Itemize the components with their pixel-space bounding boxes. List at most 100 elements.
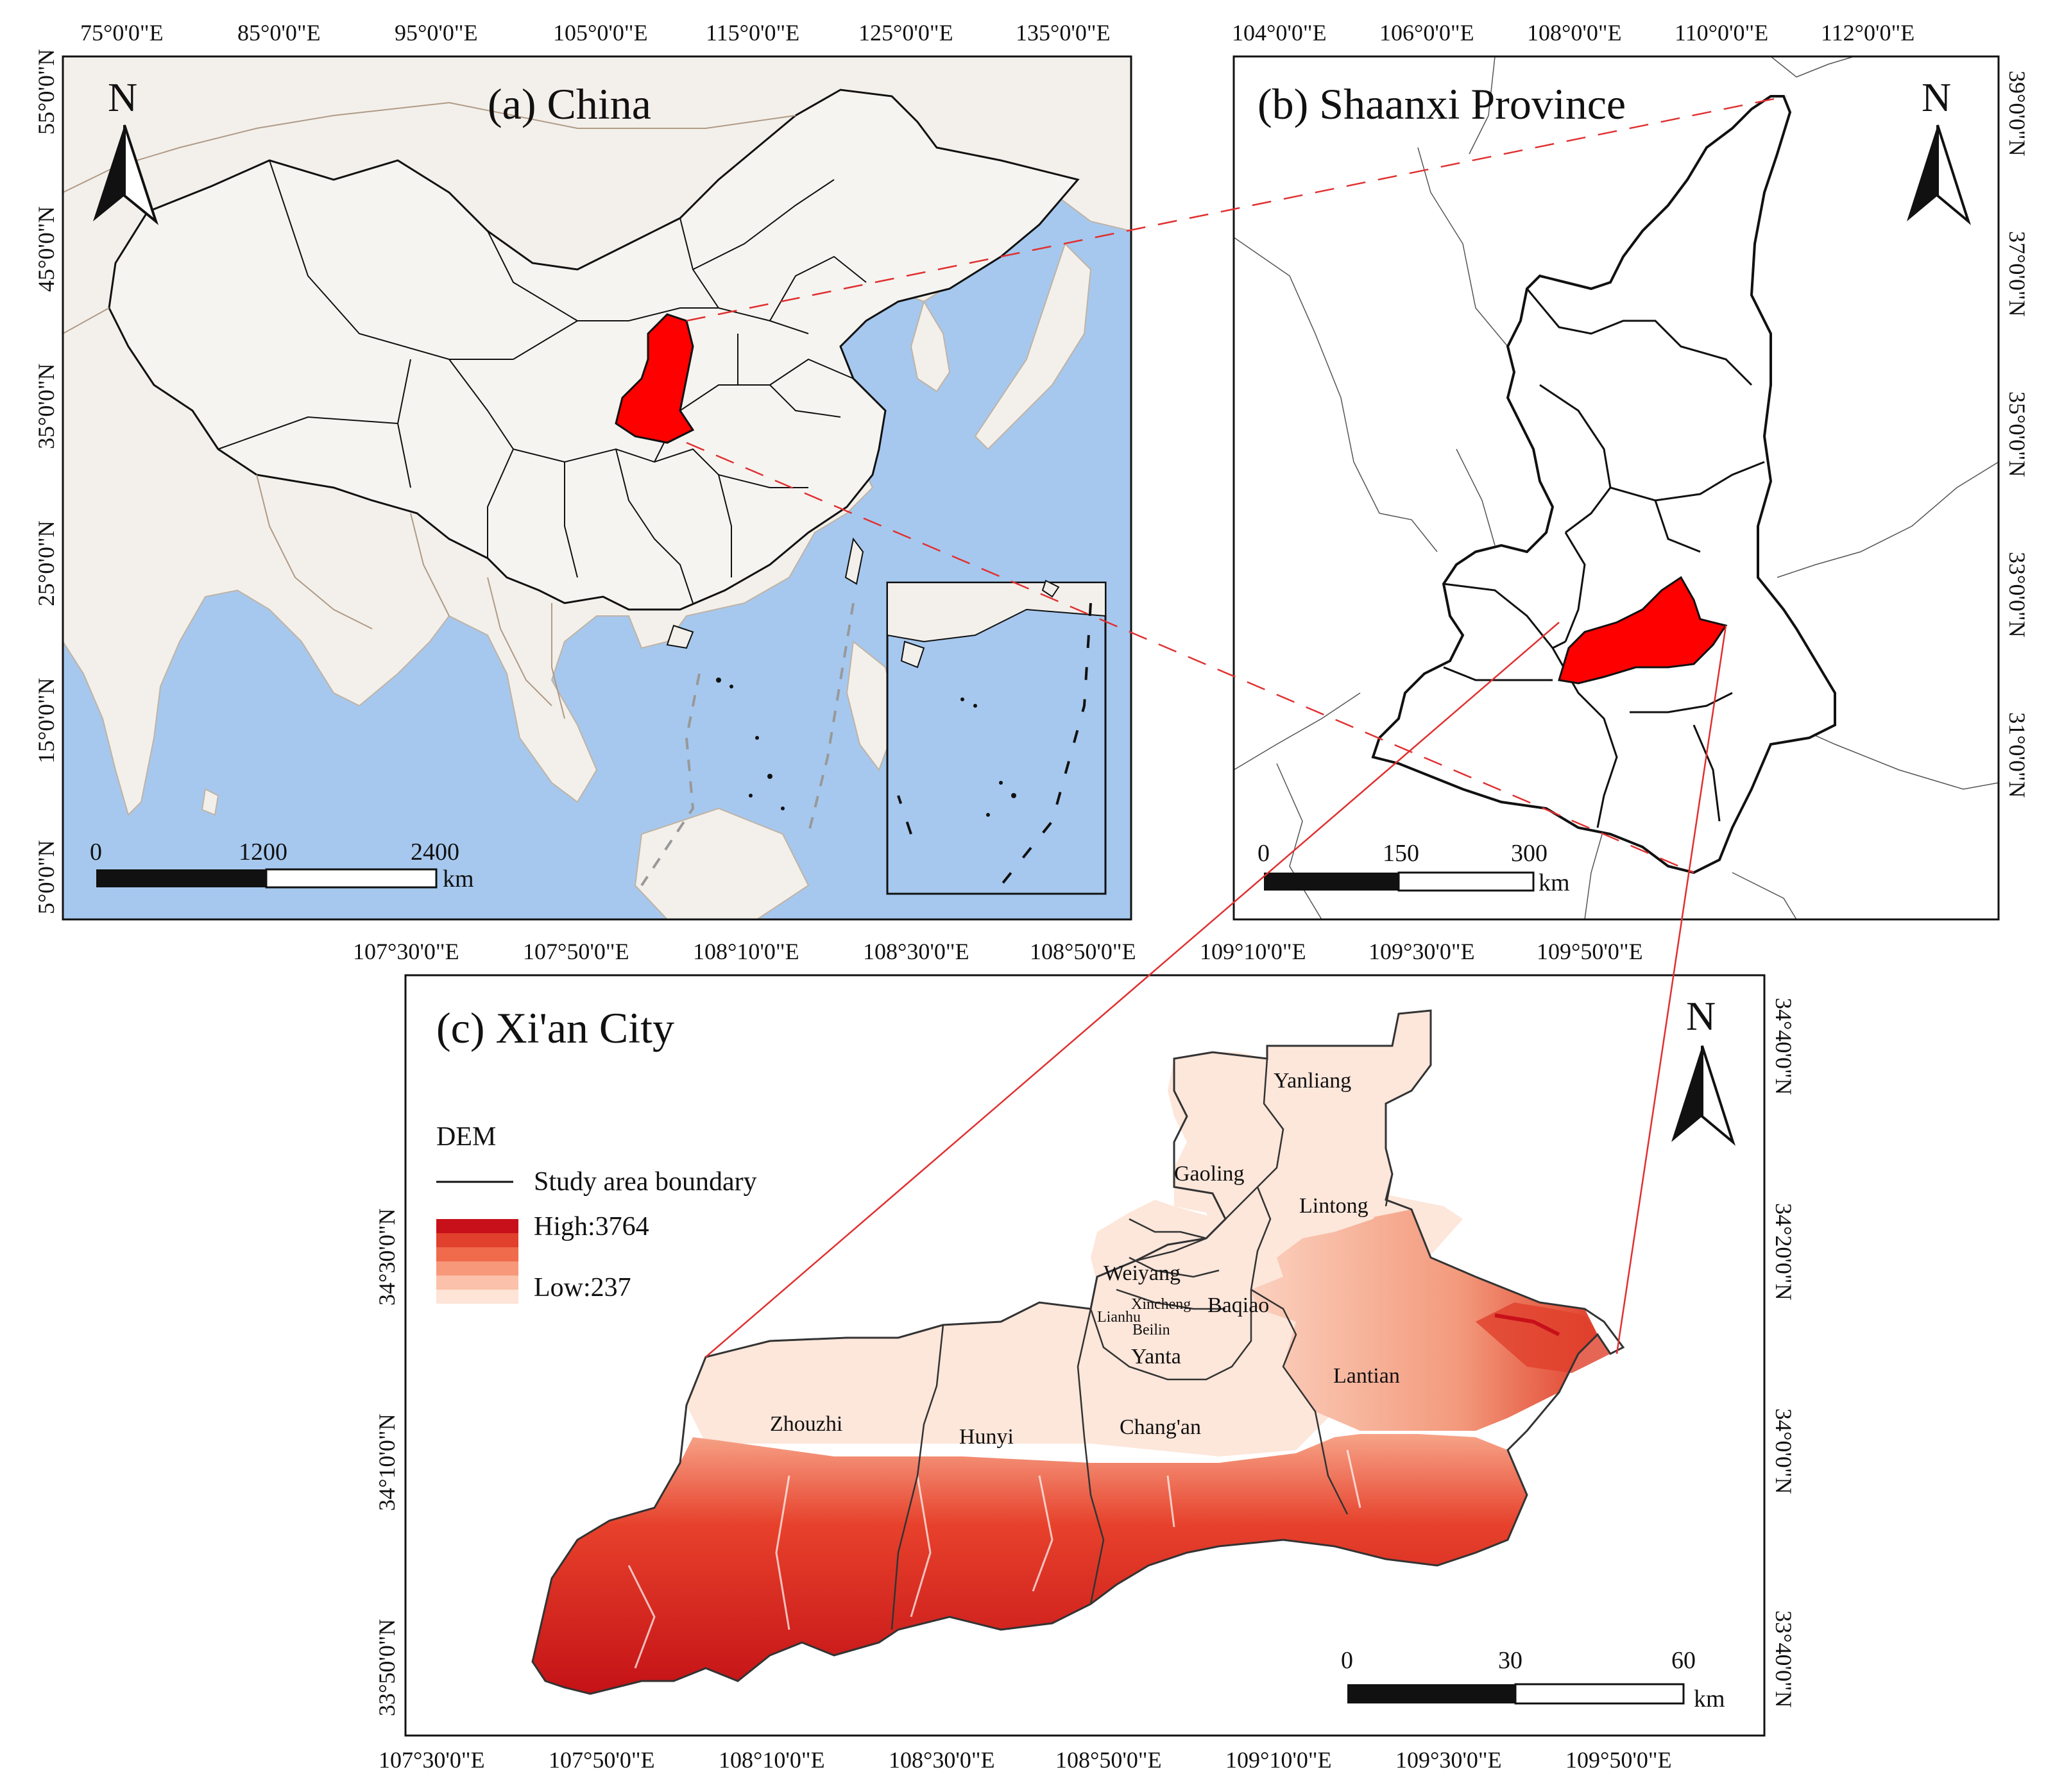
panel-c-lon-tick-top: 109°10'0"E	[1200, 939, 1306, 964]
county-label-lianhu: Lianhu	[1097, 1309, 1141, 1326]
panel-c-lon-tick-bottom: 107°50'0"E	[549, 1747, 655, 1773]
legend-ramp-4	[436, 1276, 518, 1290]
panel-c-lat-tick-left: 34°30'0"N	[374, 1208, 400, 1306]
panel-b-lat-ticks: 39°0'0"N 37°0'0"N 35°0'0"N 33°0'0"N 31°0…	[2004, 71, 2030, 798]
panel-c-lat-tick-left: 33°50'0"N	[374, 1619, 400, 1716]
svg-text:60: 60	[1671, 1647, 1696, 1674]
panel-c-lon-tick-top: 107°30'0"E	[353, 939, 459, 964]
panel-b-lon-tick: 104°0'0"E	[1232, 20, 1327, 46]
panel-c-lat-ticks-right: 34°40'0"N 34°20'0"N 34°0'0"N 33°40'0"N	[1771, 998, 1796, 1708]
panel-a-lon-tick: 95°0'0"E	[395, 20, 478, 46]
panel-c-title: (c) Xi'an City	[436, 1003, 674, 1052]
panel-c-lon-tick-top: 107°50'0"E	[523, 939, 629, 964]
panel-b-scale-bar: 0 150 300 km	[1258, 840, 1570, 896]
panel-a-north-arrow-icon: N	[93, 74, 159, 225]
panel-c-lon-tick-bottom: 108°30'0"E	[889, 1747, 995, 1773]
county-label-changan: Chang'an	[1120, 1415, 1201, 1439]
legend-ramp-3	[436, 1261, 518, 1276]
county-label-yanta: Yanta	[1131, 1345, 1181, 1369]
legend-low: Low:237	[534, 1273, 631, 1302]
panel-a-lat-tick: 15°0'0"N	[33, 678, 59, 764]
svg-text:N: N	[108, 74, 137, 120]
panel-a-lon-tick: 125°0'0"E	[858, 20, 953, 46]
panel-c-lon-ticks-top: 107°30'0"E 107°50'0"E 108°10'0"E 108°30'…	[353, 939, 1643, 964]
svg-text:0: 0	[1258, 840, 1270, 867]
svg-text:30: 30	[1498, 1647, 1522, 1674]
panel-c-lon-tick-bottom: 109°10'0"E	[1225, 1747, 1332, 1773]
panel-b-lon-tick: 110°0'0"E	[1675, 20, 1768, 46]
legend-ramp-5	[436, 1290, 518, 1304]
county-label-hunyi: Hunyi	[959, 1425, 1014, 1449]
panel-b-title: (b) Shaanxi Province	[1258, 80, 1626, 128]
connector-lines	[686, 95, 1787, 1358]
panel-a-lon-tick: 75°0'0"E	[80, 20, 164, 46]
panel-a-lat-tick: 5°0'0"N	[33, 840, 59, 914]
panel-c-north-arrow-icon: N	[1671, 993, 1735, 1146]
panel-a-shaanxi-highlight	[615, 313, 695, 444]
panel-b-lon-tick: 106°0'0"E	[1379, 20, 1474, 46]
dem-legend: DEM Study area boundary High:3764 Low:23…	[436, 1122, 757, 1304]
svg-text:300: 300	[1511, 840, 1548, 867]
panel-c-lat-ticks-left: 34°30'0"N 34°10'0"N 33°50'0"N	[374, 1208, 400, 1716]
panel-c-lon-tick-bottom: 109°30'0"E	[1395, 1747, 1502, 1773]
svg-text:N: N	[1922, 74, 1951, 120]
xian-qinling-mountains	[533, 1434, 1527, 1694]
panel-b-lat-tick: 33°0'0"N	[2004, 552, 2030, 638]
panel-a-lon-tick: 105°0'0"E	[553, 20, 648, 46]
panel-a-title: (a) China	[488, 80, 651, 128]
panel-b-lon-tick: 108°0'0"E	[1527, 20, 1622, 46]
panel-b-lat-tick: 35°0'0"N	[2004, 391, 2030, 477]
panel-c-lat-tick-right: 33°40'0"N	[1771, 1610, 1796, 1708]
xian-study-boundary	[531, 1009, 1625, 1695]
panel-c-scale-bar: 0 30 60 km	[1341, 1647, 1725, 1712]
legend-ramp-1	[436, 1233, 518, 1247]
panel-a-lat-tick: 55°0'0"N	[33, 49, 59, 135]
svg-text:km: km	[1694, 1685, 1725, 1712]
panel-c-xian: Yanliang Gaoling Lintong Weiyang Xinchen…	[353, 939, 1796, 1773]
panel-c-lat-tick-right: 34°40'0"N	[1771, 998, 1796, 1095]
panel-b-north-arrow-icon: N	[1907, 74, 1971, 225]
panel-b-shaanxi: (b) Shaanxi Province 104°0'0"E 106°0'0"E…	[1232, 20, 2030, 921]
panel-a-lat-tick: 35°0'0"N	[33, 363, 59, 449]
panel-a-lat-tick: 25°0'0"N	[33, 520, 59, 606]
county-label-lantian: Lantian	[1333, 1364, 1400, 1388]
county-label-weiyang: Weiyang	[1104, 1261, 1181, 1285]
panel-b-lat-tick: 31°0'0"N	[2004, 712, 2030, 798]
legend-ramp-2	[436, 1247, 518, 1261]
panel-a-lon-tick: 85°0'0"E	[237, 20, 321, 46]
panel-a-lon-tick: 135°0'0"E	[1016, 20, 1111, 46]
panel-c-lat-tick-right: 34°20'0"N	[1771, 1203, 1796, 1301]
county-label-lintong: Lintong	[1299, 1194, 1369, 1218]
panel-a-scale-bar: 0 1200 2400 km	[90, 839, 474, 892]
panel-a-lat-tick: 45°0'0"N	[33, 206, 59, 292]
panel-c-lon-ticks-bottom: 107°30'0"E 107°50'0"E 108°10'0"E 108°30'…	[379, 1747, 1672, 1773]
legend-boundary-label: Study area boundary	[534, 1167, 757, 1197]
panel-b-lat-tick: 39°0'0"N	[2004, 71, 2030, 157]
svg-text:0: 0	[90, 839, 102, 866]
xian-lantian-relief	[1251, 1209, 1598, 1431]
panel-a-lon-ticks: 75°0'0"E 85°0'0"E 95°0'0"E 105°0'0"E 115…	[80, 20, 1111, 46]
panel-c-lon-tick-top: 109°50'0"E	[1537, 939, 1643, 964]
county-labels: Yanliang Gaoling Lintong Weiyang Xinchen…	[770, 1069, 1400, 1449]
panel-c-lon-tick-top: 109°30'0"E	[1369, 939, 1475, 964]
panel-c-lon-tick-bottom: 109°50'0"E	[1565, 1747, 1672, 1773]
panel-a-china: (a) China 75°0'0"E 85°0'0"E 95°0'0"E 105…	[33, 20, 1132, 921]
shaanxi-outline	[1371, 95, 1836, 875]
county-label-zhouzhi: Zhouzhi	[770, 1412, 842, 1436]
county-label-gaoling: Gaoling	[1174, 1162, 1245, 1186]
panel-b-xian-highlight	[1558, 576, 1728, 685]
panel-b-lon-tick: 112°0'0"E	[1821, 20, 1914, 46]
county-label-xincheng: Xincheng	[1131, 1296, 1191, 1313]
panel-c-lat-tick-right: 34°0'0"N	[1771, 1408, 1796, 1494]
legend-ramp-0	[436, 1219, 518, 1233]
svg-text:1200: 1200	[239, 839, 287, 866]
panel-c-lat-tick-left: 34°10'0"N	[374, 1413, 400, 1511]
panel-b-lon-ticks: 104°0'0"E 106°0'0"E 108°0'0"E 110°0'0"E …	[1232, 20, 1914, 46]
panel-c-lon-tick-top: 108°10'0"E	[693, 939, 799, 964]
legend-high: High:3764	[534, 1212, 649, 1242]
panel-c-lon-tick-bottom: 108°10'0"E	[719, 1747, 825, 1773]
xian-north-plain	[1168, 1011, 1431, 1258]
panel-a-land	[63, 56, 1131, 919]
svg-text:0: 0	[1341, 1647, 1353, 1674]
